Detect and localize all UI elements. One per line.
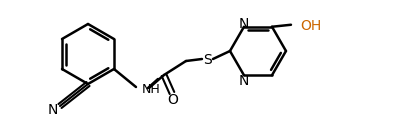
- Text: OH: OH: [300, 19, 321, 32]
- Text: N: N: [239, 74, 249, 88]
- Text: O: O: [168, 92, 179, 106]
- Text: N: N: [48, 102, 58, 115]
- Text: S: S: [204, 53, 212, 66]
- Text: NH: NH: [142, 83, 161, 96]
- Text: N: N: [239, 17, 249, 30]
